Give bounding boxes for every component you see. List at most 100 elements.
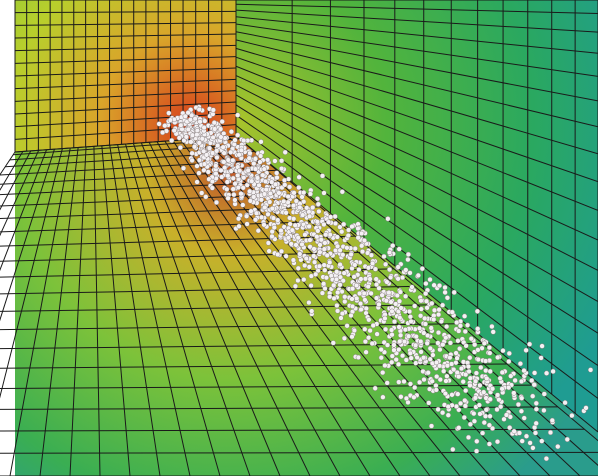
particle xyxy=(487,351,492,356)
particle xyxy=(312,260,317,265)
particle xyxy=(530,394,535,399)
particle xyxy=(413,343,418,348)
particle xyxy=(317,209,322,214)
particle xyxy=(379,355,384,360)
particle xyxy=(253,157,258,162)
particle xyxy=(468,422,473,427)
particle xyxy=(296,185,301,190)
particle xyxy=(232,192,237,197)
particle xyxy=(522,416,527,421)
particle xyxy=(203,194,208,199)
particle xyxy=(353,246,358,251)
particle xyxy=(429,301,434,306)
particle xyxy=(335,309,340,314)
particle xyxy=(440,410,445,415)
particle xyxy=(296,266,301,271)
particle xyxy=(490,324,495,329)
particle xyxy=(359,277,364,282)
particle xyxy=(251,161,256,166)
particle xyxy=(396,362,401,367)
particle xyxy=(246,168,251,173)
particle xyxy=(461,379,466,384)
particle xyxy=(475,309,480,314)
particle xyxy=(539,356,544,361)
particle xyxy=(235,173,240,178)
particle xyxy=(410,285,415,290)
particle xyxy=(399,394,404,399)
particle xyxy=(540,344,545,349)
particle xyxy=(297,205,302,210)
particle xyxy=(382,254,387,259)
particle xyxy=(259,215,264,220)
particle xyxy=(248,199,253,204)
particle xyxy=(251,195,256,200)
particle xyxy=(226,158,231,163)
particle xyxy=(518,361,523,366)
particle xyxy=(428,357,433,362)
particle xyxy=(326,220,331,225)
particle xyxy=(396,276,401,281)
particle xyxy=(417,380,422,385)
particle xyxy=(383,363,388,368)
particle xyxy=(349,252,354,257)
particle xyxy=(534,421,539,426)
particle xyxy=(284,254,289,259)
particle xyxy=(342,299,347,304)
particle xyxy=(231,187,236,192)
particle xyxy=(419,307,424,312)
particle xyxy=(362,327,367,332)
particle xyxy=(383,327,388,332)
particle xyxy=(211,135,216,140)
particle xyxy=(491,330,496,335)
particle xyxy=(236,185,241,190)
particle xyxy=(448,341,453,346)
particle xyxy=(412,385,417,390)
particle xyxy=(338,282,343,287)
particle xyxy=(291,203,296,208)
particle xyxy=(481,390,486,395)
particle xyxy=(342,294,347,299)
particle xyxy=(169,138,174,143)
particle xyxy=(422,377,427,382)
particle xyxy=(188,117,193,122)
particle xyxy=(469,336,474,341)
particle xyxy=(342,336,347,341)
particle xyxy=(291,258,296,263)
particle xyxy=(468,383,473,388)
particle xyxy=(225,180,230,185)
particle xyxy=(396,347,401,352)
particle xyxy=(464,343,469,348)
particle xyxy=(429,326,434,331)
particle xyxy=(424,299,429,304)
particle xyxy=(406,252,411,257)
particle xyxy=(542,408,547,413)
particle xyxy=(390,354,395,359)
particle xyxy=(202,125,207,130)
particle xyxy=(346,233,351,238)
particle xyxy=(253,217,258,222)
particle xyxy=(286,194,291,199)
particle xyxy=(452,290,457,295)
particle xyxy=(468,376,473,381)
particle xyxy=(334,277,339,282)
particle xyxy=(331,341,336,346)
particle xyxy=(423,322,428,327)
particle xyxy=(383,316,388,321)
particle xyxy=(202,119,207,124)
particle xyxy=(286,200,291,205)
particle xyxy=(317,264,322,269)
particle xyxy=(414,334,419,339)
particle xyxy=(214,200,219,205)
particle xyxy=(310,205,315,210)
particle xyxy=(244,214,249,219)
particle xyxy=(270,229,275,234)
particle xyxy=(300,242,305,247)
particle xyxy=(426,401,431,406)
particle xyxy=(387,290,392,295)
particle xyxy=(190,151,195,156)
particle xyxy=(301,277,306,282)
particle xyxy=(320,174,325,179)
particle xyxy=(387,250,392,255)
particle xyxy=(463,372,468,377)
particle xyxy=(315,196,320,201)
